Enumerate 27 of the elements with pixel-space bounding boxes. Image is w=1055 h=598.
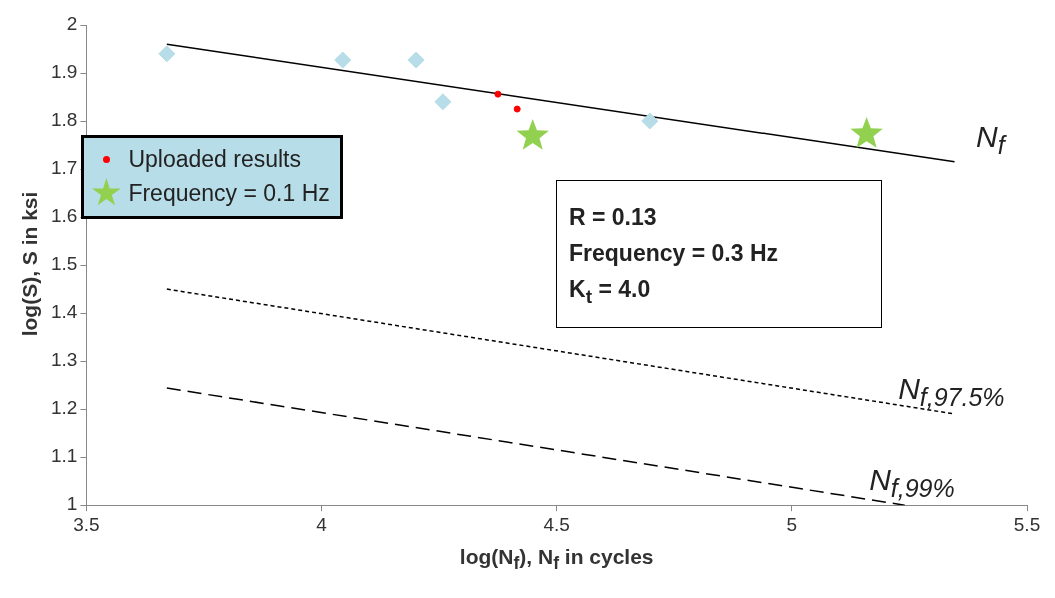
x-tick-label: 4.5 [543, 513, 570, 535]
y-tick-label: 1.8 [50, 109, 78, 131]
series-label: N$_{f,97.5%}$ [898, 371, 1005, 412]
legend-label: Uploaded results [128, 145, 302, 173]
x-tick-label: 5.5 [1013, 513, 1041, 535]
note-box: R = 0.13 Frequency = 0.3 Hz K$_{t}$ = 4.0 [556, 180, 882, 328]
x-tick-label: 3.5 [73, 513, 100, 535]
x-tick-label: 4 [316, 513, 328, 535]
series-label: N$_{f,99%}$ [869, 463, 955, 504]
annotation: K$_{t}$ = 4.0 [569, 275, 652, 309]
y-tick-label: 1.1 [50, 445, 78, 467]
y-tick-label: 1.5 [50, 253, 78, 275]
series-label: N$_{f}$ [975, 119, 1005, 160]
y-tick-label: 1.7 [50, 157, 78, 179]
y-tick-label: 1.9 [50, 61, 78, 83]
y-tick-label: 1.6 [50, 205, 78, 227]
y-tick-label: 1 [66, 493, 78, 515]
x-tick-label: 5 [786, 513, 798, 535]
y-tick-label: 1.3 [50, 349, 78, 371]
y-axis-title: log(S), S in ksi [18, 190, 42, 339]
x-axis-title: log(N$_{f}$), N$_{f}$ in cycles [458, 545, 655, 575]
annotation: Frequency = 0.3 Hz [569, 239, 779, 268]
y-tick-label: 1.4 [50, 301, 78, 323]
legend-label: Frequency = 0.1 Hz [128, 179, 330, 207]
y-tick-label: 2 [66, 13, 78, 35]
y-tick-label: 1.2 [50, 397, 78, 419]
annotation: R = 0.13 [569, 203, 658, 232]
